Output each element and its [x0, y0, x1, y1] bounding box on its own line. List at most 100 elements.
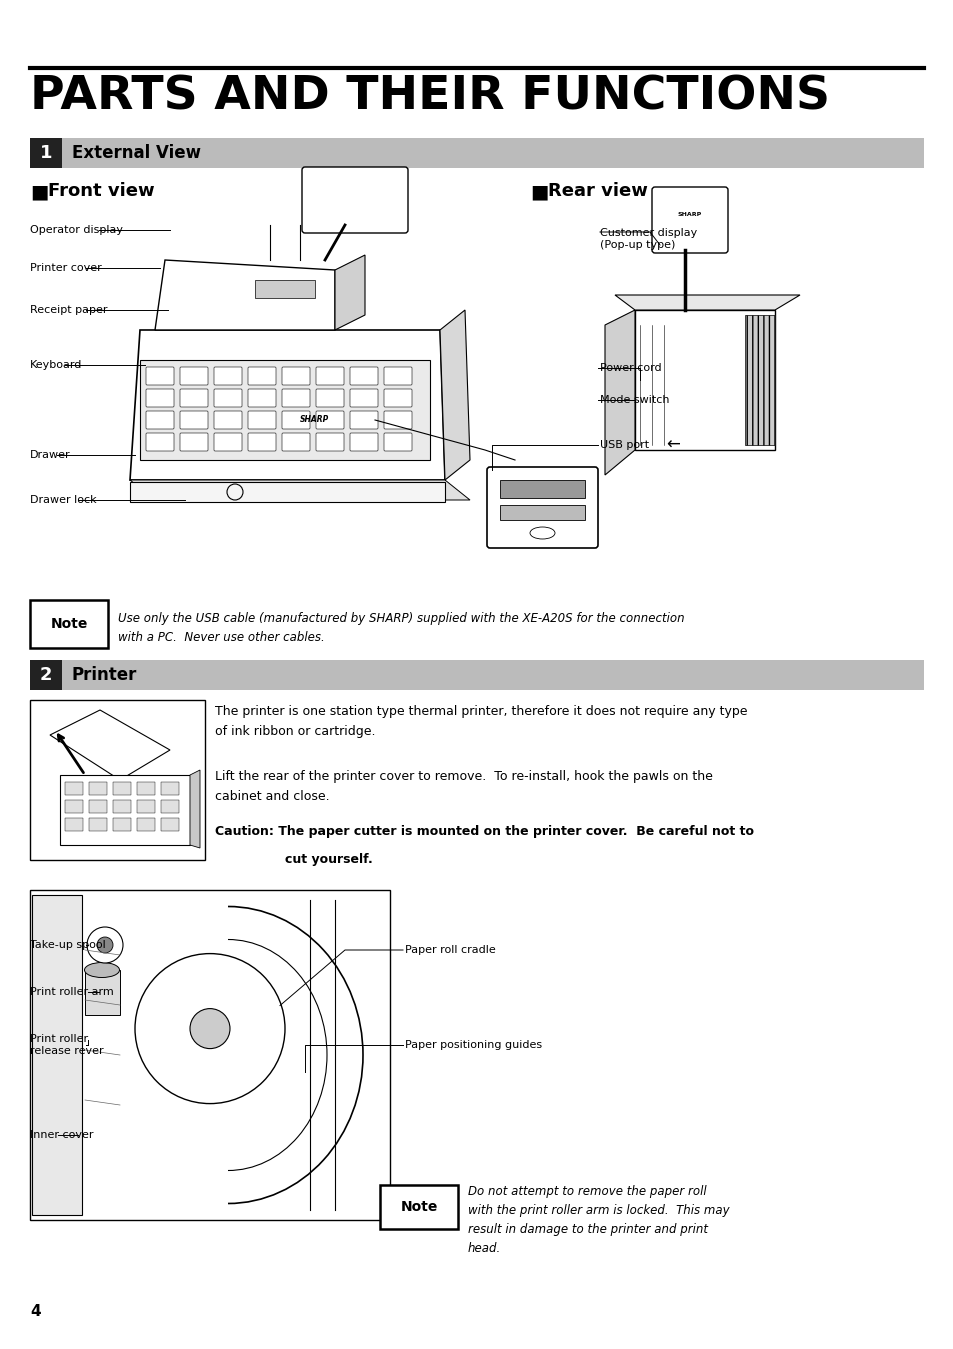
- Bar: [30, 890, 390, 1219]
- Text: Customer display
(Pop-up type): Customer display (Pop-up type): [599, 228, 697, 251]
- FancyBboxPatch shape: [384, 411, 412, 429]
- Text: Lift the rear of the printer cover to remove.  To re-install, hook the pawls on : Lift the rear of the printer cover to re…: [214, 770, 712, 803]
- Circle shape: [87, 927, 123, 963]
- Text: Caution: The paper cutter is mounted on the printer cover.  Be careful not to: Caution: The paper cutter is mounted on …: [214, 826, 753, 838]
- Bar: [30, 138, 923, 169]
- Polygon shape: [50, 710, 170, 780]
- Bar: [744, 316, 774, 445]
- FancyBboxPatch shape: [146, 411, 173, 429]
- Text: Print roller arm: Print roller arm: [30, 987, 113, 997]
- Text: Paper roll cradle: Paper roll cradle: [405, 946, 496, 955]
- FancyBboxPatch shape: [350, 367, 377, 384]
- Text: Power cord: Power cord: [599, 363, 661, 374]
- Bar: [89, 800, 107, 813]
- Text: 4: 4: [30, 1304, 41, 1319]
- Bar: [30, 138, 62, 169]
- Text: Keyboard: Keyboard: [30, 360, 82, 370]
- Bar: [379, 1184, 457, 1229]
- Text: PARTS AND THEIR FUNCTIONS: PARTS AND THEIR FUNCTIONS: [30, 76, 829, 120]
- Text: 2: 2: [40, 666, 52, 684]
- Text: The printer is one station type thermal printer, therefore it does not require a: The printer is one station type thermal …: [214, 706, 747, 738]
- FancyBboxPatch shape: [282, 389, 310, 407]
- Text: SHARP: SHARP: [300, 415, 330, 425]
- Text: External View: External View: [71, 144, 201, 162]
- Bar: [140, 360, 430, 460]
- Polygon shape: [615, 295, 800, 310]
- Bar: [130, 482, 444, 502]
- Text: Printer: Printer: [71, 666, 137, 684]
- Polygon shape: [190, 770, 200, 849]
- FancyBboxPatch shape: [384, 367, 412, 384]
- Bar: [65, 800, 83, 813]
- Bar: [30, 660, 62, 689]
- FancyBboxPatch shape: [282, 433, 310, 451]
- FancyBboxPatch shape: [350, 411, 377, 429]
- Text: Drawer lock: Drawer lock: [30, 495, 96, 505]
- Text: Paper positioning guides: Paper positioning guides: [405, 1040, 541, 1050]
- Bar: [30, 700, 205, 861]
- Text: Front view: Front view: [48, 182, 154, 200]
- Polygon shape: [130, 331, 444, 480]
- Bar: [112, 782, 131, 795]
- Bar: [161, 817, 179, 831]
- FancyBboxPatch shape: [180, 433, 208, 451]
- Bar: [137, 817, 154, 831]
- FancyBboxPatch shape: [146, 433, 173, 451]
- Text: Printer cover: Printer cover: [30, 263, 102, 272]
- FancyBboxPatch shape: [302, 167, 408, 233]
- Text: Receipt paper: Receipt paper: [30, 305, 108, 316]
- Bar: [499, 480, 584, 498]
- Bar: [137, 782, 154, 795]
- Bar: [85, 970, 120, 1014]
- FancyBboxPatch shape: [315, 433, 344, 451]
- Text: ■: ■: [30, 182, 49, 201]
- Polygon shape: [335, 255, 365, 331]
- FancyBboxPatch shape: [146, 389, 173, 407]
- Text: Note: Note: [51, 616, 88, 631]
- FancyBboxPatch shape: [146, 367, 173, 384]
- FancyBboxPatch shape: [248, 367, 275, 384]
- Circle shape: [135, 954, 285, 1103]
- FancyBboxPatch shape: [282, 411, 310, 429]
- FancyBboxPatch shape: [213, 367, 242, 384]
- FancyBboxPatch shape: [180, 411, 208, 429]
- Text: Do not attempt to remove the paper roll
with the print roller arm is locked.  Th: Do not attempt to remove the paper roll …: [468, 1184, 729, 1255]
- Bar: [60, 774, 190, 844]
- Polygon shape: [130, 480, 470, 500]
- FancyBboxPatch shape: [213, 433, 242, 451]
- Text: ←: ←: [665, 436, 679, 455]
- Bar: [254, 281, 314, 298]
- Bar: [137, 800, 154, 813]
- Text: ■: ■: [530, 182, 548, 201]
- Polygon shape: [154, 260, 335, 331]
- Bar: [635, 310, 774, 451]
- FancyBboxPatch shape: [248, 389, 275, 407]
- Text: Inner cover: Inner cover: [30, 1130, 93, 1140]
- FancyBboxPatch shape: [282, 367, 310, 384]
- FancyBboxPatch shape: [180, 389, 208, 407]
- FancyBboxPatch shape: [213, 411, 242, 429]
- Bar: [499, 505, 584, 519]
- Bar: [32, 894, 82, 1215]
- FancyBboxPatch shape: [315, 367, 344, 384]
- Text: Take-up spool: Take-up spool: [30, 940, 106, 950]
- FancyBboxPatch shape: [248, 411, 275, 429]
- Bar: [89, 782, 107, 795]
- FancyBboxPatch shape: [486, 467, 598, 548]
- Ellipse shape: [85, 962, 119, 978]
- Text: USB port: USB port: [599, 440, 648, 451]
- Bar: [112, 800, 131, 813]
- Text: SHARP: SHARP: [678, 213, 701, 217]
- Text: Operator display: Operator display: [30, 225, 123, 235]
- Text: Note: Note: [400, 1201, 437, 1214]
- Bar: [65, 817, 83, 831]
- FancyBboxPatch shape: [180, 367, 208, 384]
- Text: 1: 1: [40, 144, 52, 162]
- Polygon shape: [604, 310, 635, 475]
- Text: Rear view: Rear view: [547, 182, 647, 200]
- FancyBboxPatch shape: [384, 433, 412, 451]
- FancyBboxPatch shape: [248, 433, 275, 451]
- Bar: [161, 800, 179, 813]
- Circle shape: [190, 1009, 230, 1048]
- Polygon shape: [439, 310, 470, 480]
